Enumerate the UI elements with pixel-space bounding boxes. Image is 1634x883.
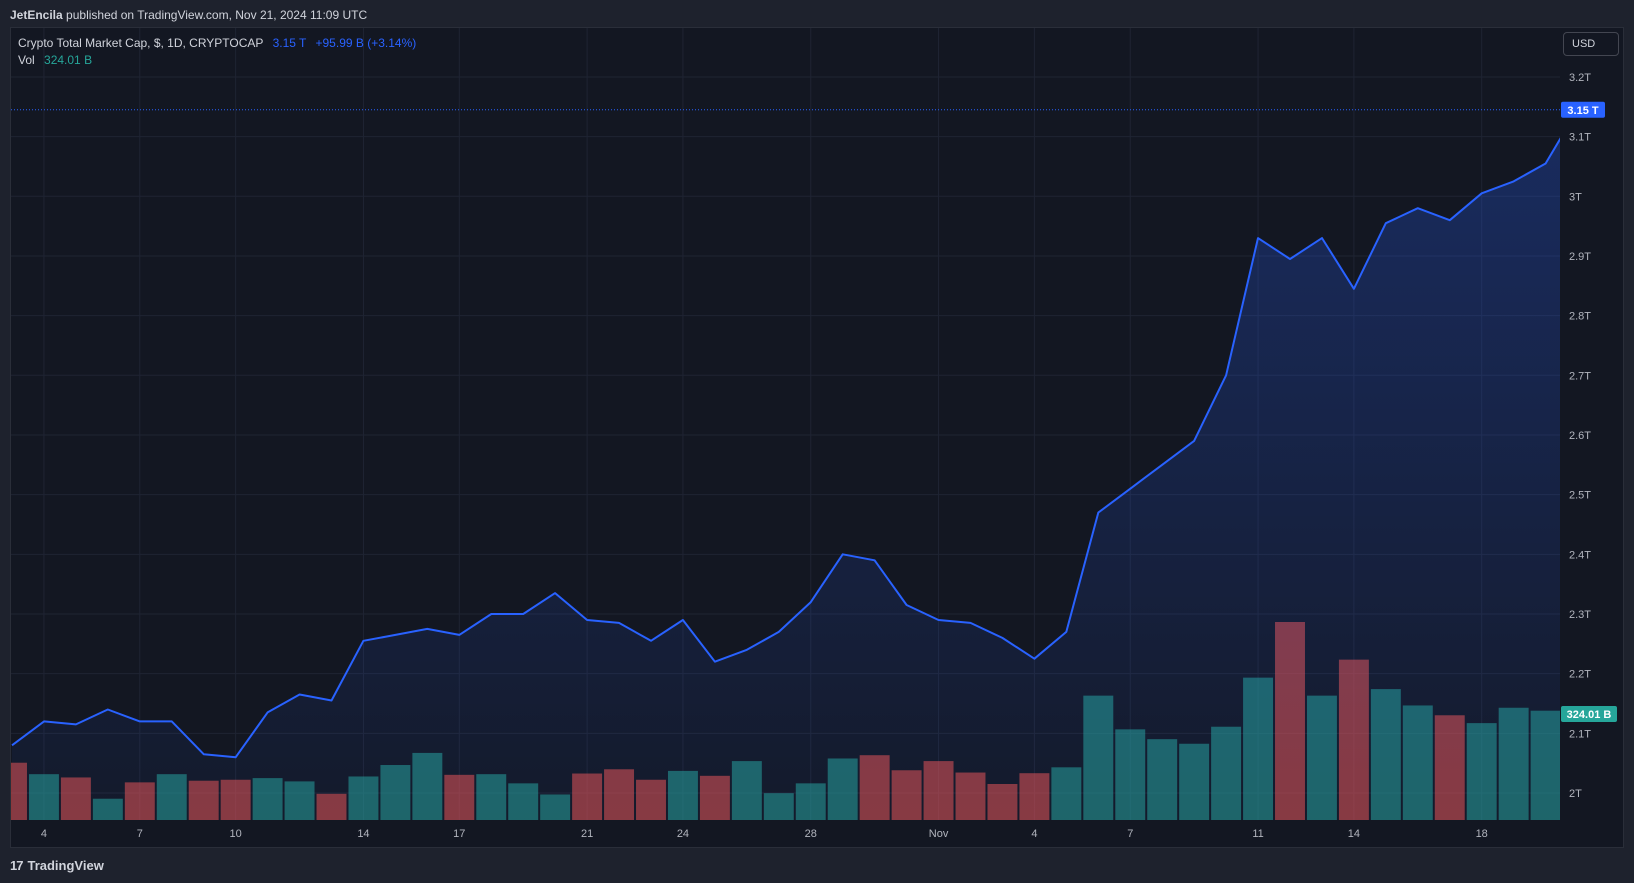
x-tick-label: 14 (1348, 828, 1360, 840)
chart-legend: Crypto Total Market Cap, $, 1D, CRYPTOCA… (18, 35, 416, 69)
x-tick-label: 17 (453, 828, 465, 840)
y-tick-label: 3.2T (1569, 72, 1591, 84)
y-tick-label: 2.7T (1569, 370, 1591, 382)
y-tick-label: 2.1T (1569, 728, 1591, 740)
symbol-title: Crypto Total Market Cap, $, 1D, CRYPTOCA… (18, 36, 264, 50)
x-tick-label: 21 (581, 828, 593, 840)
volume-legend[interactable]: Vol 324.01 B (18, 52, 416, 69)
x-tick-label: 28 (805, 828, 817, 840)
y-tick-label: 3T (1569, 191, 1582, 203)
y-tick-label: 2.2T (1569, 669, 1591, 681)
last-price-tag-bg (1561, 101, 1605, 118)
last-volume-tag-text: 324.01 B (1567, 709, 1612, 721)
x-tick-label: 4 (1031, 828, 1037, 840)
tradingview-logo-text: TradingView (27, 858, 104, 873)
x-tick-label: 10 (230, 828, 242, 840)
price-area-fill (12, 139, 1560, 820)
y-tick-label: 2.6T (1569, 430, 1591, 442)
last-price-tag-text: 3.15 T (1567, 105, 1598, 117)
volume-label: Vol (18, 53, 35, 67)
plot-area (11, 110, 1578, 820)
published-text: published on TradingView.com, Nov 21, 20… (66, 8, 368, 22)
tradingview-logo[interactable]: 17 TradingView (10, 858, 104, 873)
y-tick-label: 2.3T (1569, 609, 1591, 621)
price-axis[interactable]: 2T 2.1T 2.2T 2.3T 2.4T 2.5T 2.6T 2.7T 2.8T 2.9T 3T… (1569, 72, 1591, 800)
legend-change: +95.99 B (+3.14%) (315, 36, 417, 50)
volume-value: 324.01 B (44, 53, 93, 67)
x-tick-label: 18 (1476, 828, 1488, 840)
last-price-tag: 3.15 T (1561, 101, 1605, 118)
x-tick-label: 7 (1127, 828, 1133, 840)
currency-button[interactable]: USD (1563, 32, 1619, 56)
tradingview-logo-icon: 17 (10, 858, 24, 873)
x-tick-label: 24 (677, 828, 689, 840)
last-volume-tag-bg (1561, 705, 1617, 722)
x-tick-label: 11 (1252, 828, 1263, 840)
top-bar: JetEncila published on TradingView.com, … (0, 0, 1634, 28)
x-tick-label: 7 (137, 828, 143, 840)
time-axis[interactable]: 4 7 10 14 17 21 24 28 Nov 4 7 11 14 18 (41, 828, 1488, 840)
y-tick-label: 2.5T (1569, 490, 1591, 502)
x-tick-label: Nov (929, 828, 949, 840)
y-tick-label: 2.4T (1569, 549, 1591, 561)
y-tick-label: 2T (1569, 788, 1582, 800)
last-volume-tag: 324.01 B (1561, 705, 1617, 722)
y-tick-label: 2.9T (1569, 251, 1591, 263)
main-series-legend[interactable]: Crypto Total Market Cap, $, 1D, CRYPTOCA… (18, 35, 416, 52)
price-line[interactable] (11, 110, 1578, 759)
author-name[interactable]: JetEncila (10, 8, 63, 22)
x-tick-label: 14 (357, 828, 369, 840)
published-info: JetEncila published on TradingView.com, … (10, 8, 367, 22)
footer (0, 849, 1634, 883)
legend-price: 3.15 T (272, 36, 307, 50)
y-tick-label: 2.8T (1569, 311, 1591, 323)
x-tick-label: 4 (41, 828, 47, 840)
y-tick-label: 3.1T (1569, 132, 1591, 144)
